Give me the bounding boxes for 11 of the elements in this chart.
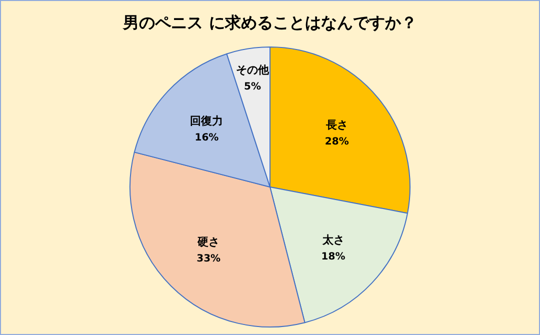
data-label: 5% [244,81,261,92]
slice-label: 回復力 [190,114,224,128]
slice-label: 硬さ [196,235,220,248]
slice-label: その他 [236,63,270,76]
data-label: 28% [324,136,349,148]
chart-title: 男のペニス に求めることはなんですか？ [122,13,417,32]
data-label: 18% [321,251,346,262]
slice-label: 太さ [321,233,344,246]
data-label: 16% [194,132,219,144]
data-label: 33% [196,253,221,264]
slice-label: 長さ [324,118,348,132]
